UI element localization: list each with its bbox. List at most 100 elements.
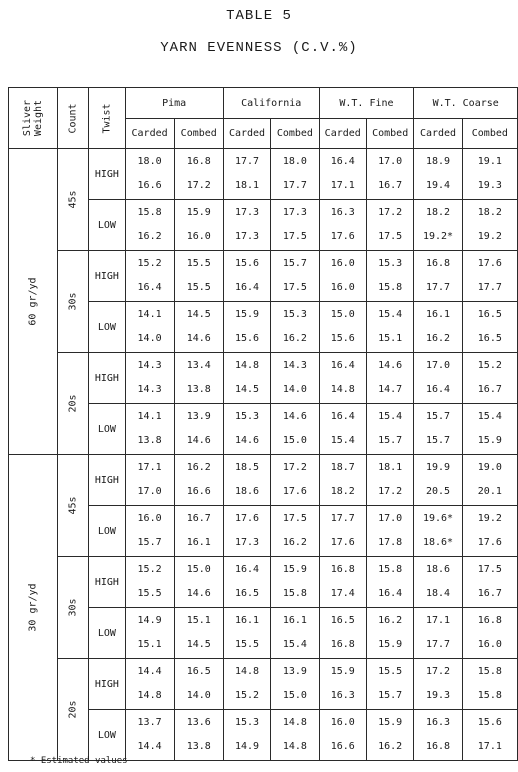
cv-value: 15.6 [477, 717, 502, 728]
table-title: TABLE 5 [226, 8, 292, 24]
cv-value: 13.8 [186, 384, 211, 395]
cv-value: 15.8 [137, 207, 162, 218]
cv-value: 19.4 [425, 180, 451, 191]
value-cell: 15.4 15.7 [365, 403, 415, 455]
cv-value: 17.3 [234, 231, 260, 242]
cv-value: 14.4 [137, 741, 162, 752]
value-cell: 15.0 15.6 [318, 301, 367, 353]
value-cell: 14.6 14.7 [365, 352, 415, 404]
value-cell: 17.3 17.3 [222, 199, 272, 251]
cv-value: 16.8 [425, 741, 451, 752]
cv-value: 14.9 [137, 615, 162, 626]
cv-value: 18.0 [282, 156, 307, 167]
value-cell: 14.1 14.0 [124, 301, 175, 353]
cv-value: 13.4 [186, 360, 211, 371]
cv-value: 15.7 [378, 435, 403, 446]
cv-value: 18.2 [425, 207, 451, 218]
cv-value: 15.5 [137, 588, 162, 599]
header-pima: Pima [124, 87, 224, 119]
twist-cell: LOW [88, 403, 126, 455]
cv-value: 17.7 [234, 156, 260, 167]
header-wt-fine: W.T. Fine [318, 87, 415, 119]
cv-value: 18.6* [422, 537, 454, 548]
twist-cell: HIGH [88, 454, 126, 506]
table-subtitle: YARN EVENNESS (C.V.%) [160, 40, 358, 56]
value-cell: 18.7 18.2 [318, 454, 367, 506]
cv-value: 16.1 [234, 615, 260, 626]
value-cell: 17.5 16.7 [461, 556, 518, 608]
value-cell: 14.8 14.8 [270, 709, 320, 761]
cv-value: 14.4 [137, 666, 162, 677]
value-cell: 17.6 17.3 [222, 505, 272, 557]
cv-value: 16.3 [330, 690, 355, 701]
cv-value: 16.2 [137, 231, 162, 242]
header-carded: Carded [222, 118, 272, 149]
value-cell: 14.3 14.0 [270, 352, 320, 404]
cv-value: 19.3 [477, 180, 502, 191]
value-cell: 16.4 17.1 [318, 148, 367, 200]
value-cell: 15.7 17.5 [270, 250, 320, 302]
cv-value: 19.1 [477, 156, 502, 167]
value-cell: 15.9 16.0 [173, 199, 224, 251]
twist-cell: LOW [88, 709, 126, 761]
cv-value: 15.0 [330, 309, 355, 320]
cv-value: 17.1 [425, 615, 451, 626]
cv-value: 15.7 [137, 537, 162, 548]
cv-value: 15.8 [378, 282, 403, 293]
cv-value: 18.7 [330, 462, 355, 473]
value-cell: 16.8 17.2 [173, 148, 224, 200]
cv-value: 17.0 [378, 513, 403, 524]
cv-value: 16.4 [234, 564, 260, 575]
value-cell: 18.0 16.6 [124, 148, 175, 200]
cv-value: 13.6 [186, 717, 211, 728]
cv-value: 15.3 [378, 258, 403, 269]
cv-value: 17.0 [378, 156, 403, 167]
cv-value: 17.4 [330, 588, 355, 599]
cv-value: 16.4 [137, 282, 162, 293]
sliver-weight-cell: 60 gr/yd [7, 148, 59, 455]
value-cell: 17.0 16.7 [365, 148, 415, 200]
twist-cell: LOW [88, 199, 126, 251]
cv-value: 15.9 [234, 309, 260, 320]
count-cell: 45s [57, 454, 90, 557]
cv-value: 16.2 [425, 333, 451, 344]
cv-value: 17.8 [378, 537, 403, 548]
table-row: 60 gr/yd 45s HIGH 18.0 16.6 16.8 17.2 17.7 18.1 1… [7, 148, 518, 455]
cv-value: 15.6 [234, 333, 260, 344]
cv-value: 17.7 [330, 513, 355, 524]
value-cell: 15.2 15.5 [124, 556, 175, 608]
cv-value: 15.5 [186, 282, 211, 293]
cv-value: 16.7 [378, 180, 403, 191]
value-cell: 16.5 16.5 [461, 301, 518, 353]
cv-value: 17.7 [425, 282, 451, 293]
cv-value: 14.6 [186, 435, 211, 446]
cv-value: 15.4 [282, 639, 307, 650]
value-cell: 19.9 20.5 [413, 454, 463, 506]
cv-value: 14.9 [234, 741, 260, 752]
value-cell: 19.6* 18.6* [413, 505, 463, 557]
value-cell: 14.9 15.1 [124, 607, 175, 659]
cv-value: 17.2 [186, 180, 211, 191]
cv-value: 15.0 [282, 690, 307, 701]
cv-value: 16.4 [330, 360, 355, 371]
value-cell: 13.6 13.8 [173, 709, 224, 761]
value-cell: 15.3 14.9 [222, 709, 272, 761]
cv-value: 19.2 [477, 231, 502, 242]
cv-value: 13.9 [186, 411, 211, 422]
cv-value: 14.5 [234, 384, 260, 395]
value-cell: 15.9 16.3 [318, 658, 367, 710]
value-cell: 15.0 14.6 [173, 556, 224, 608]
cv-value: 15.7 [378, 690, 403, 701]
cv-value: 15.4 [378, 411, 403, 422]
value-cell: 15.8 16.4 [365, 556, 415, 608]
cv-value: 16.1 [186, 537, 211, 548]
value-cell: 16.2 16.6 [173, 454, 224, 506]
value-cell: 17.2 19.3 [413, 658, 463, 710]
cv-value: 16.0 [186, 231, 211, 242]
value-cell: 14.4 14.8 [124, 658, 175, 710]
cv-value: 15.0 [282, 435, 307, 446]
cv-value: 17.5 [282, 231, 307, 242]
value-cell: 17.0 16.4 [413, 352, 463, 404]
value-cell: 19.0 20.1 [461, 454, 518, 506]
value-cell: 15.5 15.7 [365, 658, 415, 710]
